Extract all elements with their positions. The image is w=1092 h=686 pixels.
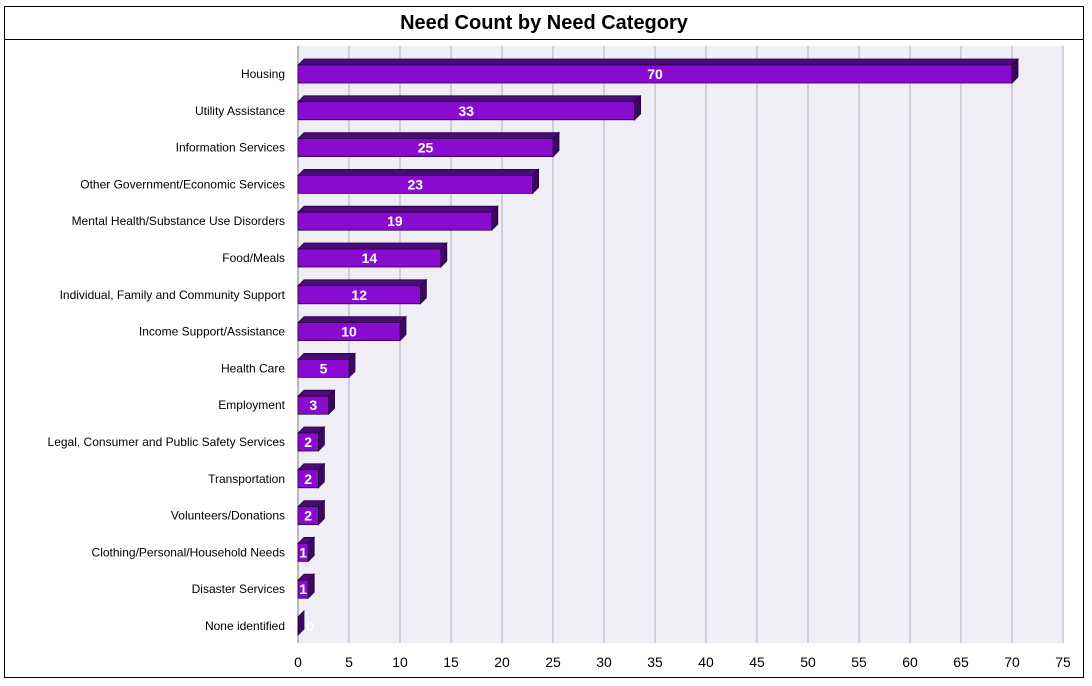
x-tick-label: 70 [1004,654,1020,670]
category-label: None identified [205,619,285,633]
bar-front-face [297,285,421,305]
bar-value-label: 12 [351,287,367,303]
category-label: Information Services [176,141,285,155]
bar-value-label: 14 [362,250,378,266]
category-label: Income Support/Assistance [139,325,285,339]
category-labels: Housing Utility Assistance Information Ser… [48,67,286,633]
bar-top-face [297,279,428,287]
bar-front-face [297,395,330,415]
bar: 70 [297,58,1019,84]
bar-value-label: 0 [306,618,314,634]
category-label: Utility Assistance [195,104,285,118]
x-tick-label: 10 [392,654,408,670]
bar-value-label: 2 [304,508,312,524]
x-tick-label: 15 [443,654,459,670]
bar: 2 [297,499,326,526]
category-label: Housing [241,67,285,81]
bar-side-face [297,610,305,636]
x-tick-label: 0 [294,654,302,670]
x-tick-label: 75 [1055,654,1071,670]
category-label: Health Care [221,361,285,375]
bar-top-face [297,58,1019,66]
x-tick-label: 35 [647,654,663,670]
bar: 19 [297,205,499,232]
bar-front-face [297,469,319,489]
bar-value-label: 1 [299,544,307,560]
bar-front-face [297,543,309,562]
x-tick-label: 40 [698,654,714,670]
bar-value-label: 25 [418,140,434,156]
bar-value-label: 2 [304,434,312,450]
bar-value-label: 33 [459,103,475,119]
bar-front-face [297,322,401,342]
bar: 2 [297,426,326,452]
category-label: Transportation [208,472,285,486]
bar-front-face [297,432,319,452]
bar: 12 [297,278,428,305]
category-label: Clothing/Personal/Household Needs [92,545,285,559]
bar: 3 [297,389,336,416]
category-label: Volunteers/Donations [171,509,285,523]
bar-value-label: 10 [341,324,357,340]
bar-front-face [297,64,1013,84]
x-tick-label: 60 [902,654,918,670]
bar-front-face [297,174,534,194]
x-tick-label: 30 [596,654,612,670]
bar: 14 [297,242,448,268]
bar-value-label: 23 [408,176,424,192]
bar-top-face [297,95,642,103]
x-tick-label: 20 [494,654,510,670]
x-tick-labels: 0 5 10 15 20 25 30 35 40 45 50 55 60 65 70 75 [294,654,1071,670]
bar-top-face [297,168,540,176]
bar-front-face [297,358,350,378]
bar: 23 [297,168,540,195]
bar-front-face [297,211,493,231]
bar-value-label: 5 [320,360,328,376]
bar: 0 [297,610,314,636]
x-tick-label: 45 [749,654,765,670]
bar-top-face [297,132,560,140]
bar-top-face [297,242,448,250]
category-label: Legal, Consumer and Public Safety Servic… [48,435,285,449]
bar: 10 [297,315,407,342]
x-tick-label: 55 [851,654,867,670]
bar-top-face [297,316,407,324]
bar-front-face [297,579,309,599]
bar-value-label: 1 [299,581,307,597]
bar-value-label: 19 [387,213,403,229]
bar-front-face [297,248,442,268]
category-label: Food/Meals [222,251,285,265]
x-tick-label: 50 [800,654,816,670]
category-label: Employment [218,398,285,412]
bar-top-face [297,352,356,360]
bar-front-face [297,138,554,158]
bar-top-face [297,205,499,213]
bar: 2 [297,462,326,489]
chart-title-box: Need Count by Need Category [4,6,1084,40]
bar-front-face [297,506,319,526]
category-label: Disaster Services [192,582,285,596]
bar: 25 [297,131,560,158]
bar-value-label: 70 [647,66,663,82]
x-tick-label: 25 [545,654,561,670]
category-label: Other Government/Economic Services [80,177,285,191]
x-tick-label: 65 [953,654,969,670]
bar: 1 [297,573,316,600]
category-label: Mental Health/Substance Use Disorders [72,214,285,228]
bar: 33 [297,94,642,121]
bar: 5 [297,352,356,379]
chart-title: Need Count by Need Category [400,11,688,34]
x-tick-label: 5 [345,654,353,670]
bar-front-face [297,101,636,121]
bar: 1 [297,536,316,563]
bar-value-label: 3 [309,397,317,413]
bar-value-label: 2 [304,471,312,487]
category-label: Individual, Family and Community Support [60,288,286,302]
